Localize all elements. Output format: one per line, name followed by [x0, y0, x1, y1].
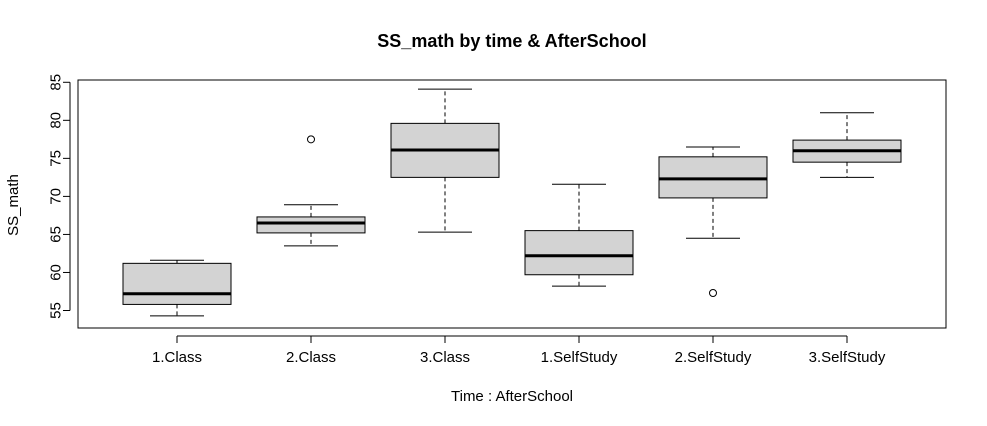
y-tick-label-70: 70 — [48, 188, 65, 205]
box-1.SelfStudy — [524, 183, 634, 287]
box-3.SelfStudy — [792, 112, 902, 178]
outlier-2.SelfStudy-0 — [709, 289, 717, 298]
y-tick-label-75: 75 — [48, 150, 65, 167]
x-tick-label-3.Class: 3.Class — [420, 349, 470, 366]
iqr-box-2.SelfStudy — [658, 156, 768, 199]
y-axis-label: SS_math — [5, 174, 22, 236]
y-tick-label-80: 80 — [48, 112, 65, 129]
box-2.SelfStudy — [658, 146, 768, 298]
iqr-box-2.Class — [256, 216, 366, 234]
iqr-box-1.SelfStudy — [524, 230, 634, 276]
outlier-2.Class-0 — [307, 135, 315, 144]
x-tick-label-2.SelfStudy: 2.SelfStudy — [675, 349, 752, 366]
boxes-group — [122, 88, 902, 317]
y-tick-label-85: 85 — [48, 74, 65, 91]
y-tick-label-65: 65 — [48, 226, 65, 243]
x-tick-label-2.Class: 2.Class — [286, 349, 336, 366]
iqr-box-1.Class — [122, 262, 232, 305]
x-tick-label-1.SelfStudy: 1.SelfStudy — [541, 349, 618, 366]
y-tick-label-60: 60 — [48, 264, 65, 281]
box-3.Class — [390, 88, 500, 233]
y-axis: 55 60 65 70 75 80 85 — [48, 74, 71, 319]
plot-frame — [77, 79, 947, 329]
x-tick-label-3.SelfStudy: 3.SelfStudy — [809, 349, 886, 366]
y-tick-label-55: 55 — [48, 302, 65, 319]
box-1.Class — [122, 259, 232, 317]
box-2.Class — [256, 135, 366, 247]
chart-title: SS_math by time & AfterSchool — [377, 31, 646, 51]
x-axis: 1.Class 2.Class 3.Class 1.SelfStudy 2.SelfSt… — [152, 335, 886, 366]
x-tick-label-1.Class: 1.Class — [152, 349, 202, 366]
x-axis-label: Time : AfterSchool — [451, 388, 573, 405]
